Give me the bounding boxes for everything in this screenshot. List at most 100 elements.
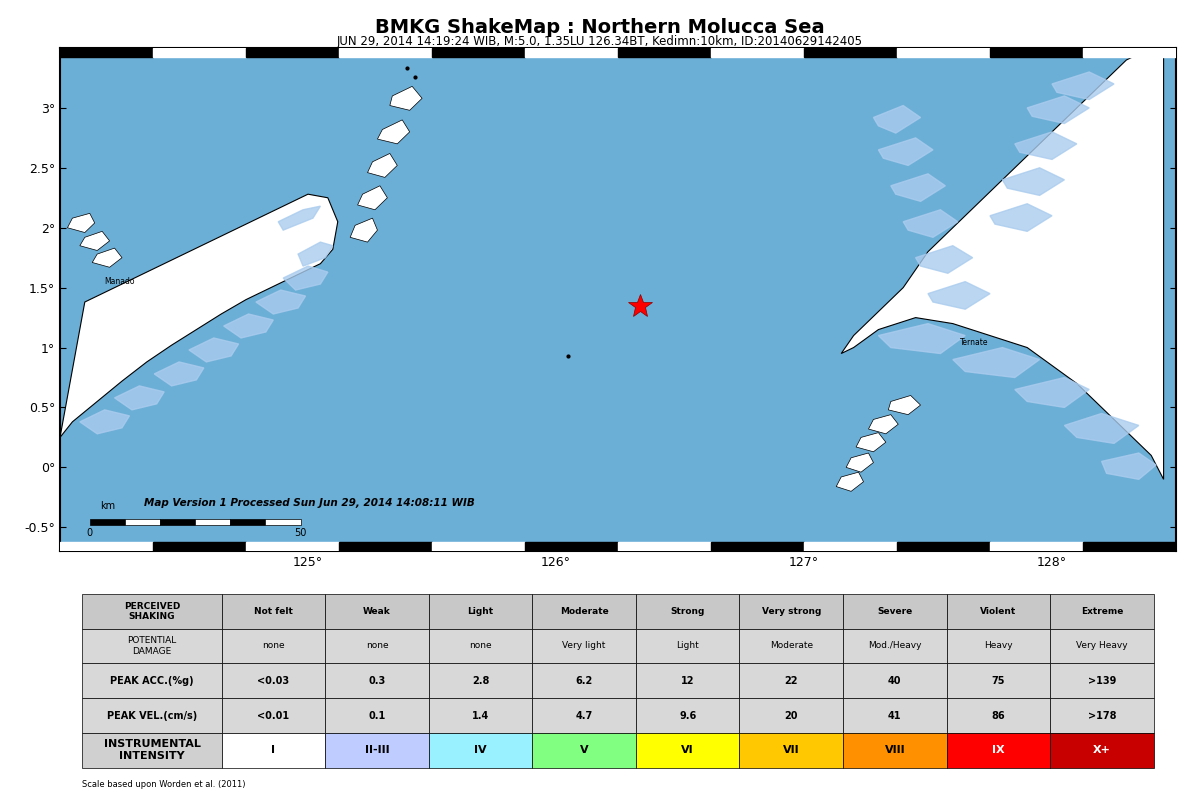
Polygon shape bbox=[367, 154, 397, 178]
Bar bbox=[636, 663, 739, 698]
Bar bbox=[432, 542, 526, 551]
Text: X+: X+ bbox=[1093, 746, 1111, 755]
Bar bbox=[842, 663, 947, 698]
Polygon shape bbox=[60, 194, 337, 438]
Bar bbox=[804, 542, 898, 551]
Bar bbox=[712, 48, 804, 57]
Polygon shape bbox=[1102, 453, 1156, 479]
Text: 6.2: 6.2 bbox=[576, 676, 593, 686]
Bar bbox=[222, 663, 325, 698]
Text: 2.8: 2.8 bbox=[472, 676, 490, 686]
Text: IV: IV bbox=[474, 746, 487, 755]
Text: Light: Light bbox=[677, 642, 700, 650]
Text: Not felt: Not felt bbox=[254, 606, 293, 616]
Polygon shape bbox=[92, 248, 122, 267]
Text: Heavy: Heavy bbox=[984, 642, 1013, 650]
Text: Strong: Strong bbox=[671, 606, 704, 616]
Text: Very light: Very light bbox=[563, 642, 606, 650]
Bar bbox=[898, 48, 990, 57]
Bar bbox=[947, 733, 1050, 768]
Text: >178: >178 bbox=[1087, 710, 1116, 721]
Polygon shape bbox=[888, 395, 920, 414]
Polygon shape bbox=[869, 414, 899, 434]
Bar bbox=[60, 542, 154, 551]
Text: INSTRUMENTAL
INTENSITY: INSTRUMENTAL INTENSITY bbox=[103, 739, 200, 761]
Text: Weak: Weak bbox=[364, 606, 391, 616]
Bar bbox=[533, 663, 636, 698]
Text: Mod./Heavy: Mod./Heavy bbox=[868, 642, 922, 650]
Bar bbox=[325, 594, 428, 629]
Bar bbox=[842, 594, 947, 629]
Bar bbox=[526, 542, 618, 551]
Bar bbox=[618, 48, 712, 57]
Polygon shape bbox=[350, 218, 378, 242]
Bar bbox=[636, 733, 739, 768]
Bar bbox=[340, 542, 432, 551]
Polygon shape bbox=[1015, 132, 1076, 159]
Text: Very Heavy: Very Heavy bbox=[1076, 642, 1128, 650]
Text: 1.4: 1.4 bbox=[472, 710, 490, 721]
Bar bbox=[947, 629, 1050, 663]
Text: PERCEIVED
SHAKING: PERCEIVED SHAKING bbox=[124, 602, 180, 621]
Bar bbox=[842, 629, 947, 663]
Text: 75: 75 bbox=[991, 676, 1006, 686]
Bar bbox=[222, 698, 325, 733]
Polygon shape bbox=[836, 472, 864, 491]
Bar bbox=[739, 698, 842, 733]
Text: VIII: VIII bbox=[884, 746, 905, 755]
Bar bbox=[990, 48, 1084, 57]
Bar bbox=[712, 542, 804, 551]
Text: 12: 12 bbox=[680, 676, 695, 686]
Text: 86: 86 bbox=[991, 710, 1006, 721]
Text: 9.6: 9.6 bbox=[679, 710, 696, 721]
Text: POTENTIAL
DAMAGE: POTENTIAL DAMAGE bbox=[127, 636, 176, 656]
Bar bbox=[636, 594, 739, 629]
Text: PEAK ACC.(%g): PEAK ACC.(%g) bbox=[110, 676, 193, 686]
Polygon shape bbox=[874, 106, 920, 133]
Text: V: V bbox=[580, 746, 588, 755]
Text: km: km bbox=[100, 502, 115, 511]
Text: VII: VII bbox=[782, 746, 799, 755]
Bar bbox=[533, 594, 636, 629]
Bar bbox=[325, 698, 428, 733]
Text: Map Version 1 Processed Sun Jun 29, 2014 14:08:11 WIB: Map Version 1 Processed Sun Jun 29, 2014… bbox=[144, 498, 475, 508]
Text: 0.1: 0.1 bbox=[368, 710, 385, 721]
Bar bbox=[222, 629, 325, 663]
Bar bbox=[83, 733, 222, 768]
Polygon shape bbox=[80, 231, 109, 250]
Polygon shape bbox=[928, 282, 990, 310]
Polygon shape bbox=[878, 138, 932, 166]
Bar bbox=[947, 698, 1050, 733]
Bar bbox=[947, 594, 1050, 629]
Bar bbox=[83, 594, 222, 629]
Bar bbox=[428, 629, 533, 663]
Bar bbox=[154, 542, 246, 551]
Bar bbox=[428, 698, 533, 733]
Bar bbox=[636, 629, 739, 663]
Polygon shape bbox=[1015, 378, 1090, 407]
Text: 20: 20 bbox=[785, 710, 798, 721]
Polygon shape bbox=[890, 174, 946, 202]
Text: 41: 41 bbox=[888, 710, 901, 721]
Bar bbox=[842, 698, 947, 733]
Text: JUN 29, 2014 14:19:24 WIB, M:5.0, 1.35LU 126.34BT, Kedimn:10km, ID:2014062914240: JUN 29, 2014 14:19:24 WIB, M:5.0, 1.35LU… bbox=[337, 35, 863, 48]
Text: 0: 0 bbox=[86, 528, 92, 538]
Bar bbox=[526, 48, 618, 57]
Polygon shape bbox=[953, 347, 1039, 378]
Bar bbox=[125, 519, 160, 525]
Bar bbox=[533, 733, 636, 768]
Polygon shape bbox=[188, 338, 239, 362]
Polygon shape bbox=[114, 386, 164, 410]
Text: Violent: Violent bbox=[980, 606, 1016, 616]
Bar bbox=[990, 542, 1084, 551]
Bar bbox=[325, 663, 428, 698]
Polygon shape bbox=[841, 48, 1164, 479]
Bar bbox=[340, 48, 432, 57]
Polygon shape bbox=[278, 206, 320, 230]
Bar bbox=[428, 594, 533, 629]
Bar bbox=[60, 48, 154, 57]
Text: Moderate: Moderate bbox=[559, 606, 608, 616]
Text: BMKG ShakeMap : Northern Molucca Sea: BMKG ShakeMap : Northern Molucca Sea bbox=[376, 18, 824, 38]
Bar bbox=[739, 733, 842, 768]
Bar bbox=[265, 519, 300, 525]
